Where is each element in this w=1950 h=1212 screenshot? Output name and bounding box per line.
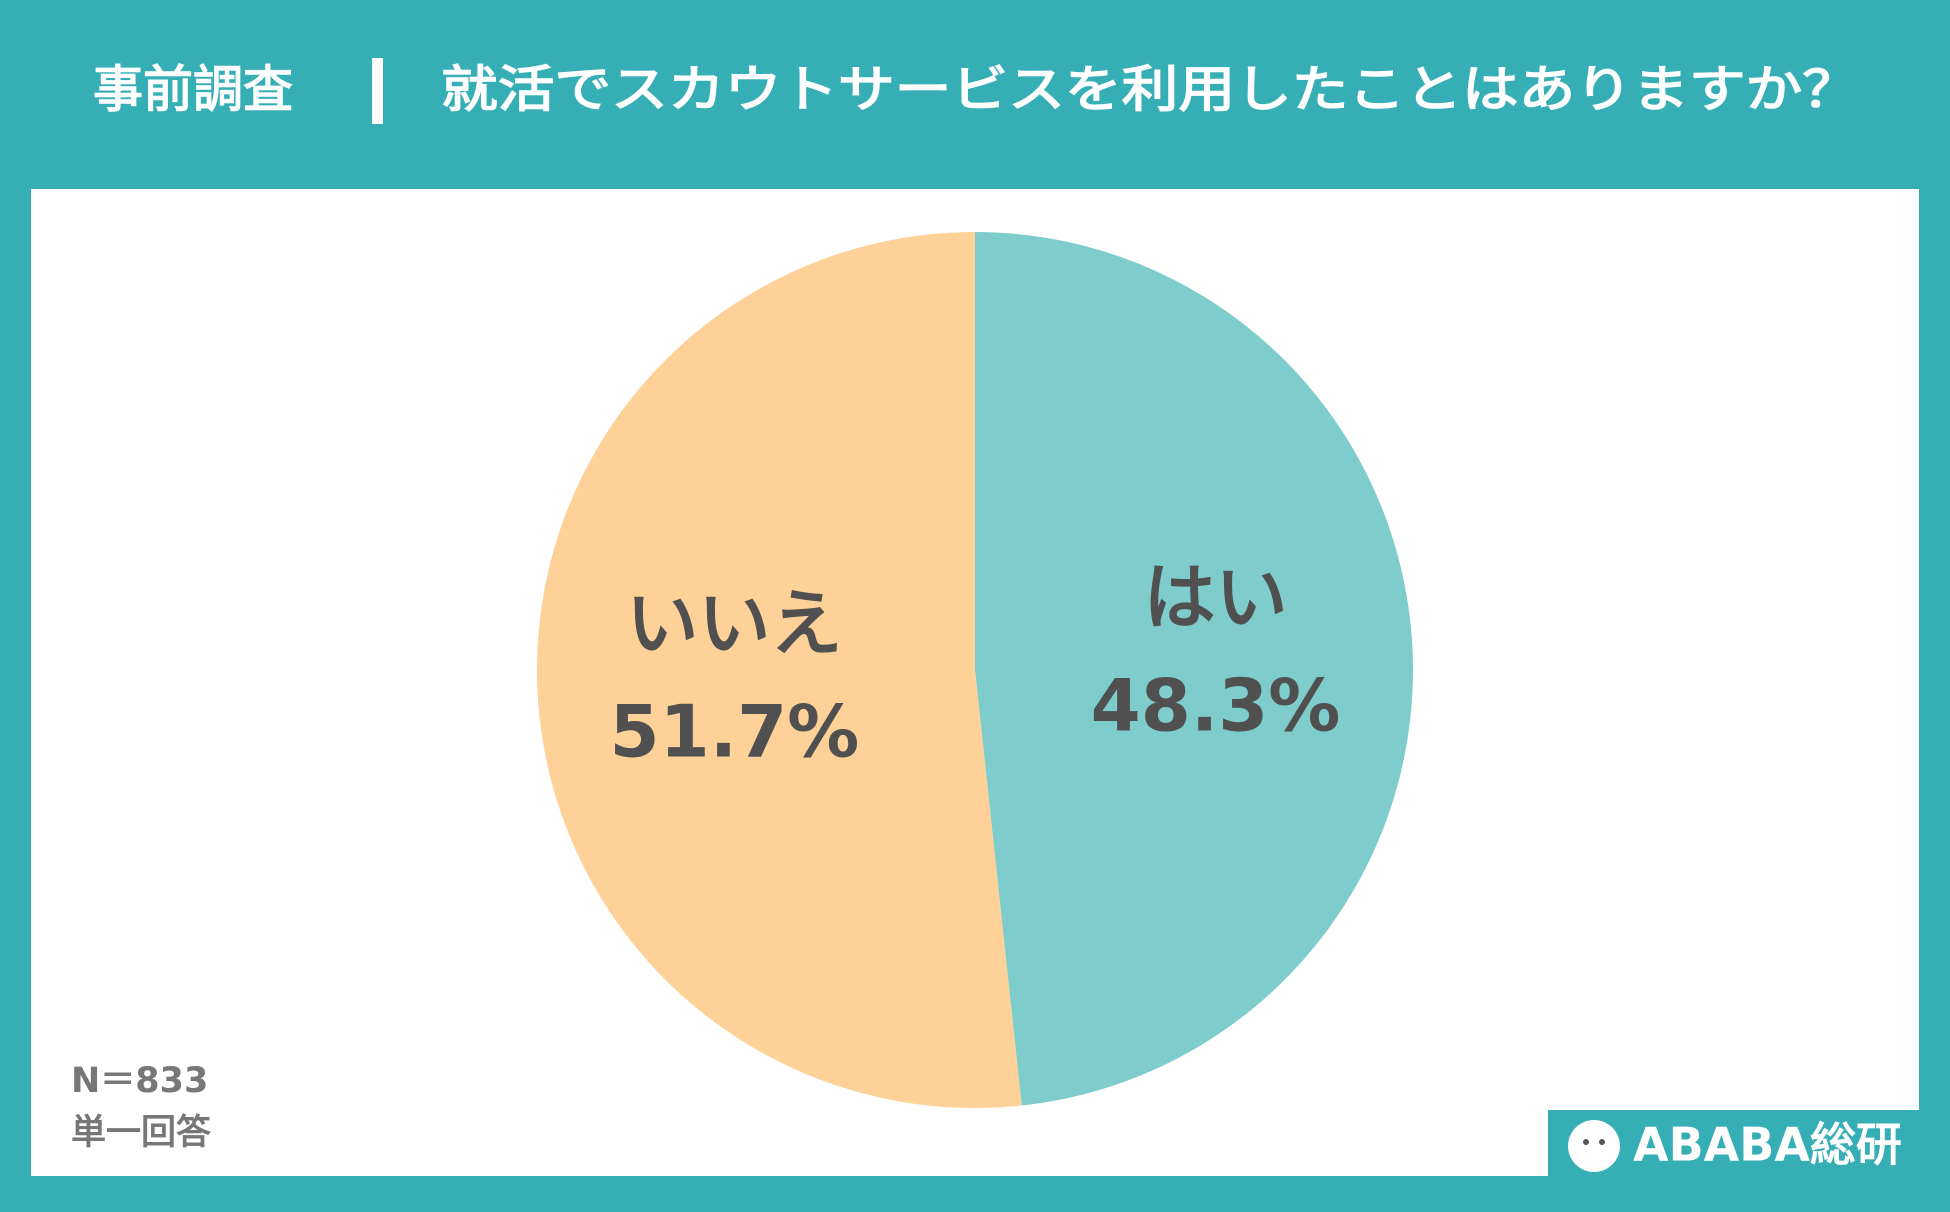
logo-eye — [1599, 1139, 1605, 1145]
separator — [372, 58, 383, 124]
pie: はい 48.3% いいえ 51.7% — [536, 232, 1413, 1109]
header-label: 事前調査 — [93, 61, 293, 119]
sample-size: N＝833 — [71, 1061, 208, 1101]
logo-text: ABABA総研 — [1633, 1118, 1902, 1172]
slice-category: いいえ — [626, 581, 842, 665]
header-question: 就活でスカウトサービスを利用したことはありますか？ — [441, 61, 1859, 119]
logo-icon — [1568, 1120, 1620, 1172]
answer-type: 単一回答 — [71, 1113, 212, 1153]
slice-value: 48.3% — [1091, 664, 1341, 748]
pie-slice — [536, 232, 1022, 1109]
slice-category: はい — [1144, 556, 1288, 640]
logo-eye — [1583, 1139, 1589, 1145]
slice-value: 51.7% — [610, 689, 860, 773]
pie-slice — [975, 232, 1413, 1106]
